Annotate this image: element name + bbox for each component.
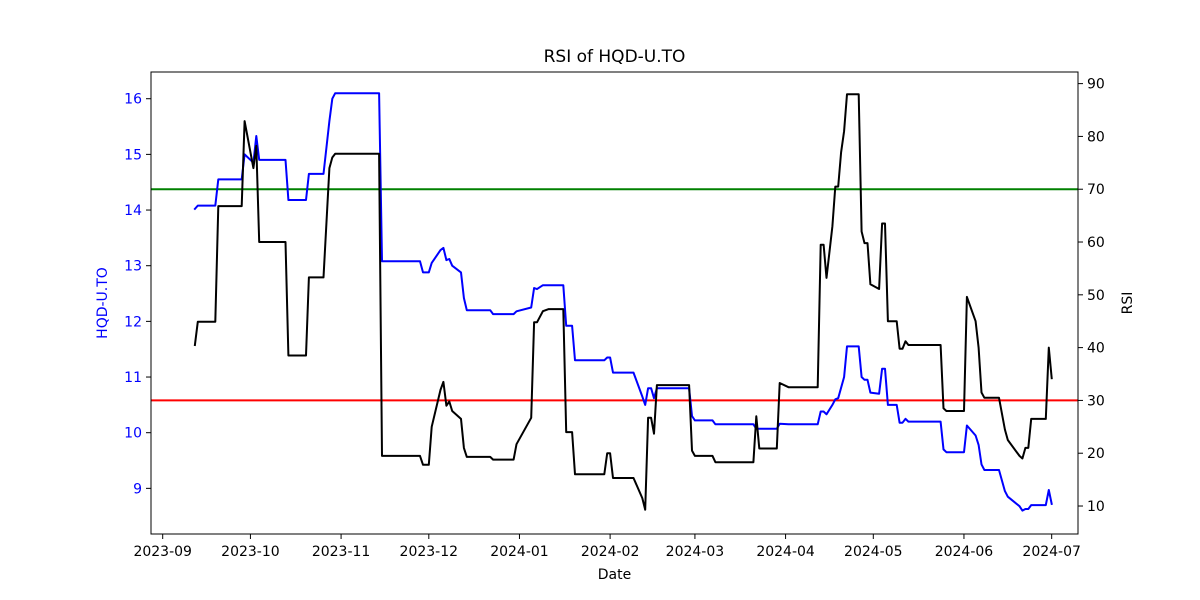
right-y-axis: 10 20 30 40 50 60 70 80 90 — [1078, 77, 1105, 515]
x-tick-label: 2023-10 — [221, 544, 280, 560]
x-tick-label: 2024-05 — [844, 544, 903, 560]
left-y-tick-label: 15 — [124, 147, 142, 163]
left-y-tick-label: 16 — [124, 92, 142, 108]
chart-title: RSI of HQD-U.TO — [544, 47, 686, 67]
x-tick-label: 2023-12 — [400, 544, 459, 560]
x-tick-label: 2024-01 — [490, 544, 549, 560]
right-y-tick-label: 10 — [1087, 499, 1105, 515]
right-y-tick-label: 40 — [1087, 341, 1105, 357]
left-y-tick-label: 13 — [124, 259, 142, 275]
left-y-axis-label: HQD-U.TO — [95, 267, 111, 339]
right-y-tick-label: 20 — [1087, 446, 1105, 462]
x-tick-label: 2024-07 — [1022, 544, 1081, 560]
rsi-line — [193, 93, 1053, 511]
x-tick-label: 2024-03 — [666, 544, 725, 560]
left-y-tick-label: 10 — [124, 426, 142, 442]
threshold-lines — [151, 188, 1078, 402]
right-y-tick-label: 30 — [1087, 393, 1105, 409]
right-y-tick-label: 60 — [1087, 235, 1105, 251]
right-y-axis-label: RSI — [1120, 292, 1136, 315]
left-y-tick-label: 9 — [133, 481, 142, 497]
right-y-tick-label: 50 — [1087, 288, 1105, 304]
x-axis-label: Date — [598, 567, 631, 583]
left-y-axis: 9 10 11 12 13 14 15 16 — [124, 92, 151, 497]
x-tick-label: 2023-11 — [312, 544, 371, 560]
x-tick-label: 2023-09 — [133, 544, 192, 560]
right-y-tick-label: 80 — [1087, 129, 1105, 145]
plot-area — [150, 71, 1079, 535]
x-axis: 2023-09 2023-10 2023-11 2023-12 2024-01 2024-… — [133, 534, 1081, 560]
left-y-tick-label: 11 — [124, 370, 142, 386]
right-y-tick-label: 90 — [1087, 77, 1105, 93]
left-y-tick-label: 12 — [124, 314, 142, 330]
left-y-tick-label: 14 — [124, 203, 142, 219]
right-y-tick-label: 70 — [1087, 182, 1105, 198]
series-lines — [193, 92, 1053, 512]
x-tick-label: 2024-04 — [756, 544, 815, 560]
x-tick-label: 2024-06 — [935, 544, 994, 560]
plot-frame — [150, 71, 1079, 535]
x-tick-label: 2024-02 — [581, 544, 640, 560]
